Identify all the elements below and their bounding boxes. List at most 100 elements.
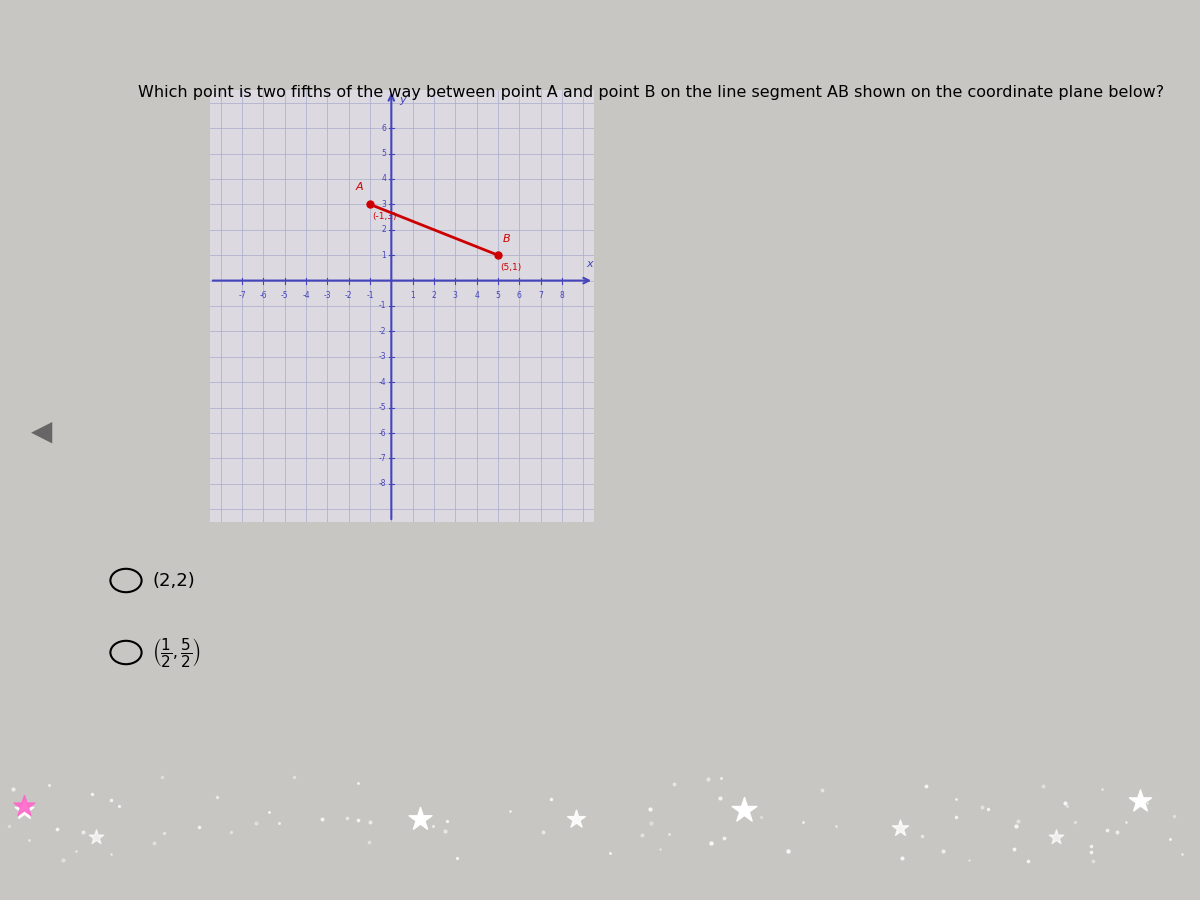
Point [1033,778,1052,793]
Point [152,770,172,785]
Point [793,814,812,829]
Point [222,825,241,840]
Point [973,799,992,814]
Point [1130,794,1150,808]
Text: $\left(\dfrac{1}{2},\dfrac{5}{2}\right)$: $\left(\dfrac{1}{2},\dfrac{5}{2}\right)$ [152,636,202,669]
Point [348,776,367,790]
Point [437,814,456,828]
Point [86,830,106,844]
Point [19,832,38,847]
Text: 8: 8 [559,291,564,300]
Point [1084,854,1103,868]
Point [812,783,832,797]
Point [1160,832,1180,847]
Point [1172,846,1192,860]
Point [932,843,952,858]
Text: A: A [355,182,364,192]
Text: -4: -4 [378,378,386,387]
Point [259,806,278,820]
Point [566,812,586,826]
Point [190,820,209,834]
Point [82,787,101,801]
Point [14,798,34,813]
Point [1081,845,1100,859]
Text: -7: -7 [238,291,246,300]
Text: -8: -8 [378,480,386,489]
Point [632,828,652,842]
Point [337,811,356,825]
Text: 5: 5 [382,149,386,158]
Text: 5: 5 [496,291,500,300]
Point [710,791,730,806]
Text: (-1,3): (-1,3) [372,212,397,221]
Point [54,852,73,867]
Point [40,778,59,792]
Point [698,772,718,787]
Point [1164,808,1183,823]
Text: 3: 3 [452,291,457,300]
Text: 3: 3 [382,200,386,209]
Text: -4: -4 [302,291,310,300]
Text: -3: -3 [324,291,331,300]
Point [1008,814,1027,829]
Point [48,822,67,836]
Point [650,842,670,857]
Point [947,792,966,806]
Point [1116,814,1135,829]
Point [913,829,932,843]
Point [600,846,619,860]
Point [246,816,265,831]
Text: -1: -1 [378,302,386,310]
Point [424,819,443,833]
Point [4,782,23,796]
Point [1081,839,1100,853]
Point [715,831,734,845]
Point [144,836,163,850]
Text: 4: 4 [382,175,386,184]
Text: x: x [587,259,593,269]
Text: -1: -1 [366,291,373,300]
Point [712,771,731,786]
Point [109,798,128,813]
Point [1136,796,1156,810]
Text: 2: 2 [382,225,386,234]
Point [73,824,92,839]
Point [1098,823,1117,837]
Point [960,853,979,868]
Text: -2: -2 [344,291,353,300]
Point [102,847,121,861]
Point [361,815,380,830]
Point [946,810,965,824]
Text: (2,2): (2,2) [152,572,196,590]
Point [702,835,721,850]
Point [893,851,912,866]
Text: (5,1): (5,1) [500,263,521,272]
Point [659,827,678,842]
Point [155,826,174,841]
Point [410,812,430,826]
Point [978,802,997,816]
Text: -6: -6 [259,291,268,300]
Point [534,825,553,840]
Point [312,812,331,826]
Point [1019,854,1038,868]
Point [751,810,770,824]
Point [448,850,467,865]
Point [436,824,455,839]
Point [1093,782,1112,796]
Point [500,804,520,818]
Point [1004,842,1024,856]
Text: 7: 7 [539,291,544,300]
Point [284,770,304,784]
Point [640,802,659,816]
Text: -7: -7 [378,454,386,463]
Point [642,815,661,830]
Text: y: y [398,95,406,105]
Point [360,834,379,849]
Point [101,793,120,807]
Text: 6: 6 [517,291,522,300]
Text: -5: -5 [281,291,288,300]
Point [349,813,368,827]
Point [827,818,846,832]
Point [1046,830,1066,844]
